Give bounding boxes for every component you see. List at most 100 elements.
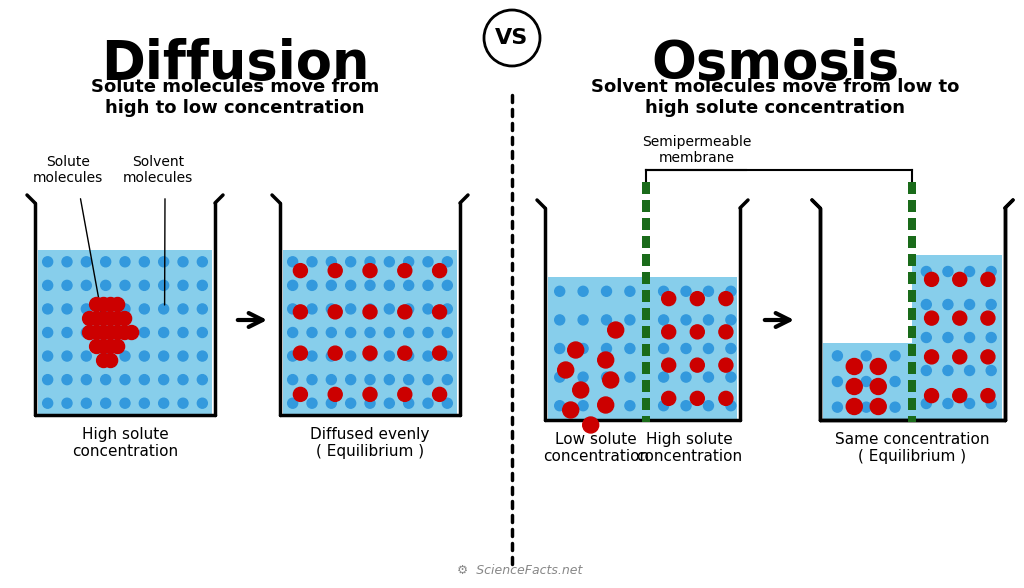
Circle shape bbox=[159, 351, 169, 361]
Circle shape bbox=[579, 286, 588, 296]
Text: ⚙  ScienceFacts.net: ⚙ ScienceFacts.net bbox=[458, 564, 583, 577]
FancyBboxPatch shape bbox=[908, 308, 916, 320]
Circle shape bbox=[625, 315, 635, 325]
Circle shape bbox=[307, 351, 317, 361]
Circle shape bbox=[986, 299, 996, 309]
Circle shape bbox=[579, 343, 588, 353]
Circle shape bbox=[100, 375, 111, 385]
Circle shape bbox=[719, 292, 733, 306]
FancyBboxPatch shape bbox=[823, 343, 912, 420]
Circle shape bbox=[870, 379, 886, 395]
Text: Solute
molecules: Solute molecules bbox=[33, 155, 103, 185]
Circle shape bbox=[327, 280, 336, 290]
Circle shape bbox=[90, 326, 103, 339]
Circle shape bbox=[579, 400, 588, 410]
Circle shape bbox=[397, 346, 412, 360]
Circle shape bbox=[111, 312, 125, 326]
Circle shape bbox=[96, 326, 111, 339]
Circle shape bbox=[690, 392, 705, 405]
Text: Diffused evenly
( Equilibrium ): Diffused evenly ( Equilibrium ) bbox=[310, 427, 430, 459]
Circle shape bbox=[362, 305, 377, 319]
Circle shape bbox=[100, 398, 111, 408]
Circle shape bbox=[83, 312, 96, 326]
Circle shape bbox=[384, 375, 394, 385]
Circle shape bbox=[307, 375, 317, 385]
Circle shape bbox=[726, 315, 736, 325]
Circle shape bbox=[403, 375, 414, 385]
Circle shape bbox=[43, 304, 52, 314]
Circle shape bbox=[294, 305, 307, 319]
Circle shape bbox=[43, 375, 52, 385]
Circle shape bbox=[346, 375, 355, 385]
Circle shape bbox=[607, 322, 624, 338]
Circle shape bbox=[288, 398, 298, 408]
Circle shape bbox=[555, 400, 564, 410]
Circle shape bbox=[139, 257, 150, 267]
Circle shape bbox=[403, 351, 414, 361]
Circle shape bbox=[346, 304, 355, 314]
Circle shape bbox=[658, 343, 669, 353]
Circle shape bbox=[726, 400, 736, 410]
Circle shape bbox=[922, 399, 931, 409]
FancyBboxPatch shape bbox=[642, 218, 650, 230]
Circle shape bbox=[288, 351, 298, 361]
FancyBboxPatch shape bbox=[912, 255, 1002, 420]
Circle shape bbox=[625, 286, 635, 296]
Circle shape bbox=[833, 351, 843, 361]
Circle shape bbox=[329, 346, 342, 360]
Circle shape bbox=[423, 351, 433, 361]
Circle shape bbox=[423, 257, 433, 267]
Circle shape bbox=[922, 366, 931, 376]
Circle shape bbox=[986, 266, 996, 276]
Circle shape bbox=[442, 328, 453, 338]
Text: VS: VS bbox=[496, 28, 528, 48]
Circle shape bbox=[329, 387, 342, 402]
Circle shape bbox=[719, 325, 733, 339]
Circle shape bbox=[100, 328, 111, 338]
Circle shape bbox=[423, 328, 433, 338]
Circle shape bbox=[943, 299, 953, 309]
Circle shape bbox=[943, 332, 953, 342]
Circle shape bbox=[397, 305, 412, 319]
FancyBboxPatch shape bbox=[38, 250, 212, 415]
Circle shape bbox=[965, 399, 975, 409]
Circle shape bbox=[601, 372, 611, 382]
Circle shape bbox=[118, 326, 132, 339]
Circle shape bbox=[681, 400, 691, 410]
FancyBboxPatch shape bbox=[908, 380, 916, 392]
Circle shape bbox=[159, 328, 169, 338]
Circle shape bbox=[563, 402, 579, 418]
Circle shape bbox=[111, 298, 125, 312]
Circle shape bbox=[198, 351, 207, 361]
Circle shape bbox=[625, 400, 635, 410]
Circle shape bbox=[365, 398, 375, 408]
Circle shape bbox=[703, 315, 714, 325]
FancyBboxPatch shape bbox=[908, 272, 916, 284]
Circle shape bbox=[965, 299, 975, 309]
Circle shape bbox=[690, 358, 705, 372]
FancyBboxPatch shape bbox=[908, 200, 916, 212]
Circle shape bbox=[555, 315, 564, 325]
Circle shape bbox=[96, 312, 111, 326]
FancyBboxPatch shape bbox=[642, 290, 650, 302]
Circle shape bbox=[178, 328, 188, 338]
Circle shape bbox=[139, 351, 150, 361]
Circle shape bbox=[62, 280, 72, 290]
Circle shape bbox=[703, 372, 714, 382]
Circle shape bbox=[662, 358, 676, 372]
Circle shape bbox=[952, 272, 967, 286]
Circle shape bbox=[327, 328, 336, 338]
Circle shape bbox=[397, 263, 412, 278]
FancyBboxPatch shape bbox=[908, 236, 916, 248]
Circle shape bbox=[423, 398, 433, 408]
Circle shape bbox=[384, 280, 394, 290]
Circle shape bbox=[90, 339, 103, 353]
Circle shape bbox=[658, 286, 669, 296]
Circle shape bbox=[403, 304, 414, 314]
Text: Solvent molecules move from low to
high solute concentration: Solvent molecules move from low to high … bbox=[591, 78, 959, 117]
Text: Solvent
molecules: Solvent molecules bbox=[123, 155, 194, 185]
Circle shape bbox=[288, 328, 298, 338]
Circle shape bbox=[861, 351, 871, 361]
Circle shape bbox=[159, 257, 169, 267]
Circle shape bbox=[432, 387, 446, 402]
